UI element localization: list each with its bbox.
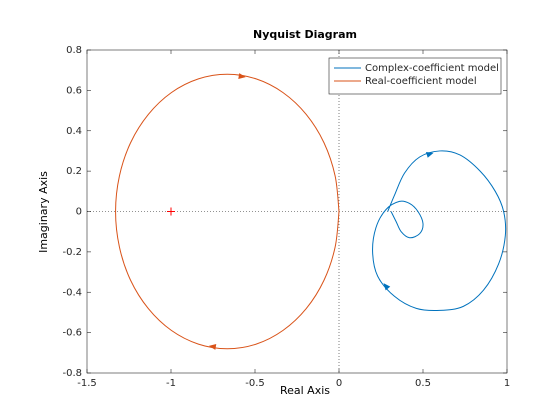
x-tick-label: 0.5 (415, 378, 431, 389)
y-tick-label: 0.2 (66, 166, 82, 177)
x-tick-label: -1 (166, 378, 176, 389)
legend-label: Real-coefficient model (365, 76, 477, 87)
x-tick-label: -0.5 (245, 378, 265, 389)
y-tick-label: 0 (76, 207, 82, 218)
direction-arrow (425, 151, 434, 158)
critical-point (167, 207, 175, 216)
y-axis-label: Imaginary Axis (37, 171, 50, 253)
nyquist-curve (115, 73, 340, 350)
axes-box (86, 49, 508, 374)
x-tick-label: 1 (504, 378, 510, 389)
x-axis-label: Real Axis (280, 384, 330, 397)
y-tick-label: -0.6 (62, 328, 82, 339)
direction-arrow (383, 283, 391, 291)
x-tick-label: -1.5 (77, 378, 97, 389)
legend-box (328, 57, 502, 95)
chart-title: Nyquist Diagram (253, 28, 357, 41)
direction-arrow (208, 343, 217, 350)
legend-label: Complex-coefficient model (365, 63, 499, 74)
nyquist-curve (372, 150, 507, 312)
y-tick-label: 0.6 (66, 85, 82, 96)
y-tick-label: -0.2 (62, 247, 82, 258)
direction-arrow (238, 73, 246, 80)
y-tick-label: 0.8 (66, 45, 82, 56)
y-tick-label: -0.8 (62, 368, 82, 379)
x-tick-label: 0 (336, 378, 342, 389)
y-tick-label: -0.4 (62, 287, 82, 298)
y-tick-label: 0.4 (66, 126, 82, 137)
